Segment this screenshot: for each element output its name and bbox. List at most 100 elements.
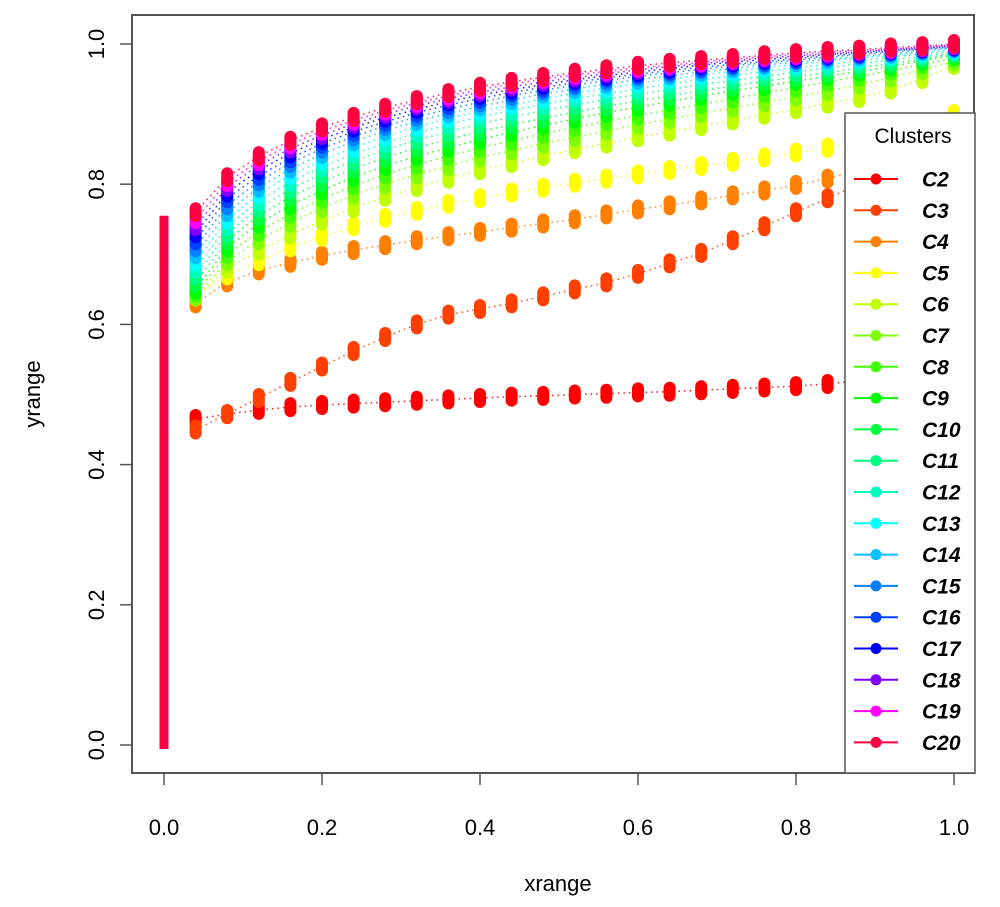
data-point-C2-17 — [695, 380, 708, 401]
data-point-C4-15 — [632, 199, 644, 220]
legend-box — [844, 112, 976, 774]
legend-swatch-point — [870, 267, 882, 279]
legend-entry-C5: C5 — [854, 262, 949, 285]
data-point-C20-15 — [632, 55, 644, 76]
data-point-C3-15 — [632, 263, 644, 284]
data-point-C20-8 — [410, 90, 423, 111]
data-point-C4-8 — [410, 230, 423, 251]
legend-swatch-point — [870, 611, 882, 623]
data-point-C20-11 — [505, 71, 518, 92]
legend-label: C13 — [922, 513, 961, 536]
data-point-C2-20 — [790, 376, 802, 397]
legend-label: C6 — [922, 294, 949, 317]
data-point-C20-3 — [252, 146, 265, 167]
data-point-C3-17 — [695, 242, 708, 263]
legend-entry-C8: C8 — [854, 356, 949, 379]
data-point-C4-12 — [537, 213, 550, 234]
data-point-C2-19 — [758, 377, 771, 398]
data-point-C2-12 — [537, 385, 550, 406]
data-point-C20-25 — [948, 34, 960, 54]
legend-swatch-point — [870, 517, 882, 529]
data-point-C3-16 — [663, 253, 676, 274]
legend-swatch-point — [870, 580, 882, 592]
legend-entry-C20: C20 — [854, 732, 961, 755]
legend-swatch-point — [870, 423, 882, 435]
legend-swatch-point — [870, 643, 882, 654]
data-point-C4-13 — [568, 209, 581, 230]
data-point-C20-19 — [758, 45, 771, 66]
data-point-C5-15 — [632, 164, 644, 185]
data-point-C5-9 — [442, 193, 455, 214]
y-tick-label: 0.2 — [84, 590, 109, 621]
data-point-C5-14 — [600, 168, 613, 189]
legend-swatch-point — [870, 674, 882, 686]
data-point-C2-16 — [663, 381, 676, 402]
legend-label: C15 — [922, 575, 961, 598]
data-point-C3-1 — [189, 419, 202, 440]
data-point-C20-20 — [790, 43, 802, 64]
data-point-C5-21 — [821, 137, 834, 158]
data-point-C20-5 — [316, 117, 328, 138]
data-point-C3-5 — [316, 356, 328, 377]
y-axis-title: yrange — [20, 360, 45, 427]
data-point-C20-16 — [663, 52, 676, 73]
data-point-C4-19 — [758, 180, 771, 201]
legend-swatch-point — [870, 330, 882, 341]
data-point-C20-12 — [537, 66, 550, 87]
legend-swatch-point — [870, 455, 882, 467]
data-point-C2-5 — [316, 395, 328, 416]
data-point-C3-9 — [442, 304, 455, 325]
series-C20 — [189, 34, 960, 223]
legend-swatch-point — [870, 486, 882, 498]
data-point-C20-10 — [474, 76, 486, 97]
data-point-C5-10 — [474, 188, 486, 209]
data-point-C5-19 — [758, 147, 771, 168]
y-tick-label: 0.8 — [84, 169, 109, 200]
legend-label: C7 — [922, 325, 950, 348]
legend-swatch-point — [870, 736, 882, 748]
data-point-C3-2 — [221, 404, 234, 425]
data-point-C5-18 — [726, 151, 739, 172]
series-layer — [159, 34, 960, 749]
legend: Clusters C2 C3 C4 C5 C6 C7 C8 C9 C10 C11 C12 C13 C14… — [844, 112, 976, 774]
data-point-C2-4 — [284, 397, 297, 418]
legend-label: C19 — [922, 701, 961, 724]
data-point-C3-11 — [505, 293, 518, 314]
data-point-C4-20 — [790, 174, 802, 195]
data-point-C2-18 — [726, 378, 739, 399]
data-point-C2-7 — [379, 392, 392, 413]
legend-label: C9 — [922, 388, 949, 411]
legend-entry-C9: C9 — [854, 388, 949, 411]
data-point-C2-10 — [474, 388, 486, 409]
data-point-C20-14 — [600, 59, 613, 80]
legend-entry-C18: C18 — [854, 669, 961, 692]
legend-entry-C6: C6 — [854, 294, 949, 317]
legend-swatch-point — [870, 204, 882, 216]
legend-label: C2 — [922, 169, 949, 192]
y-tick-label: 0.6 — [84, 309, 109, 340]
legend-label: C17 — [922, 638, 962, 661]
legend-swatch-point — [870, 549, 882, 561]
legend-swatch-point — [870, 361, 882, 373]
data-point-C2-11 — [505, 386, 518, 407]
data-point-C5-13 — [568, 172, 581, 193]
x-tick-label: 0.6 — [623, 815, 654, 840]
data-point-C5-8 — [410, 200, 423, 221]
legend-swatch-point — [870, 705, 882, 717]
data-point-C2-9 — [442, 389, 455, 410]
data-point-C3-18 — [726, 230, 739, 251]
data-point-C20-13 — [568, 62, 581, 83]
legend-label: C3 — [922, 200, 949, 223]
data-point-C20-6 — [347, 106, 360, 127]
data-point-C3-10 — [474, 298, 486, 319]
data-point-C20-24 — [916, 36, 929, 57]
legend-label: C11 — [922, 450, 959, 473]
data-point-C2-8 — [410, 390, 423, 411]
data-point-C2-21 — [821, 373, 834, 394]
data-point-C5-20 — [790, 142, 802, 163]
data-point-C3-7 — [379, 327, 392, 348]
data-point-C4-7 — [379, 235, 392, 256]
legend-label: C4 — [922, 231, 949, 254]
legend-label: C5 — [922, 262, 949, 285]
